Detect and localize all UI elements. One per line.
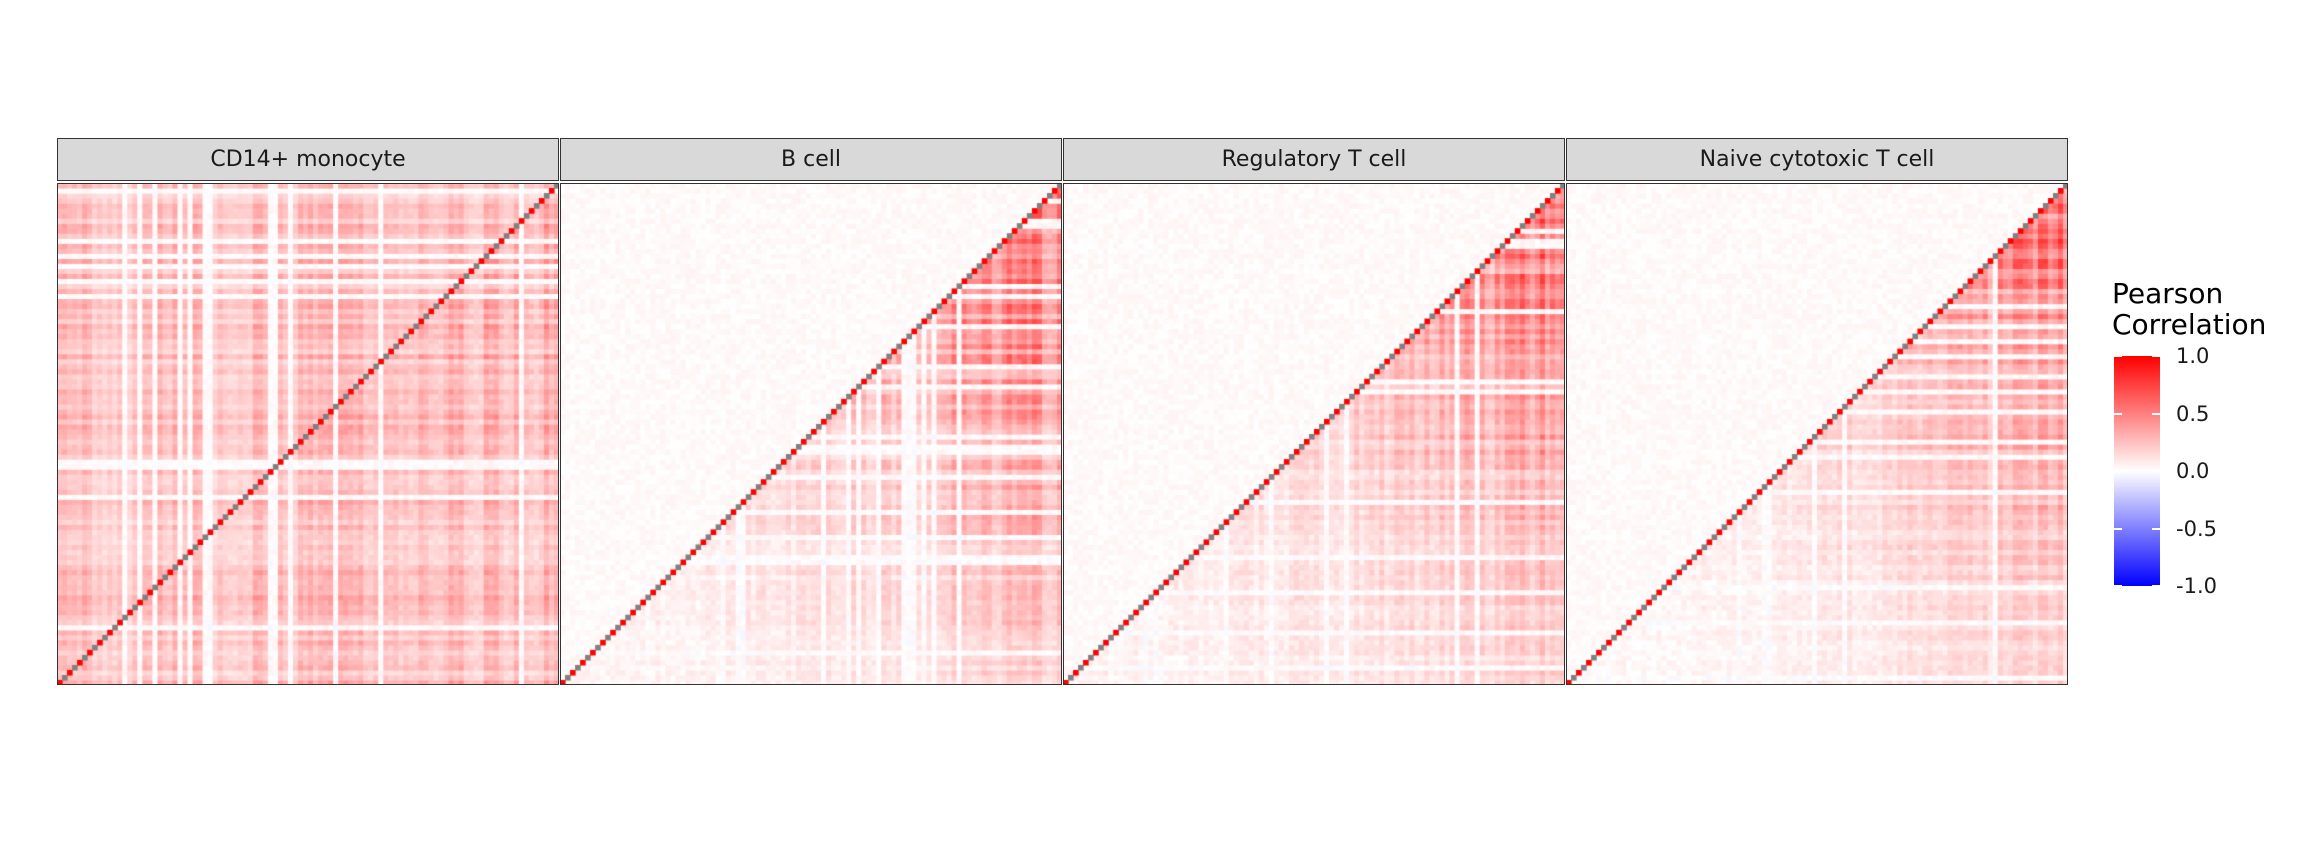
legend-tick-label: 0.5 [2176,401,2210,426]
legend-tick-label: 1.0 [2176,344,2210,368]
legend-tick-mark [2114,412,2122,415]
heatmap-panel-2 [560,183,1062,685]
legend-tick-label: 0.0 [2176,459,2210,483]
heatmap-panel-3 [1063,183,1565,685]
legend-title: Pearson Correlation [2112,277,2267,341]
legend-tick-label: -0.5 [2176,516,2217,541]
legend: Pearson Correlation 1.0 0.5 0.0 -0.5 -1.0 [2112,277,2267,598]
legend-tick-mark [2114,470,2122,472]
facet-strip-3: Regulatory T cell [1063,138,1565,181]
legend-tick-mark [2152,470,2160,472]
legend-tick-mark [2152,412,2160,415]
legend-tick-mark [2152,355,2160,357]
legend-tick-mark [2152,527,2160,530]
legend-tick-mark [2114,355,2122,357]
legend-tick-label: -1.0 [2176,574,2217,598]
legend-tick-mark [2114,585,2122,587]
legend-tick-mark [2114,527,2122,530]
facet-strip-1: CD14+ monocyte [57,138,559,181]
legend-tick-mark [2152,585,2160,587]
facet-strip-4: Naive cytotoxic T cell [1566,138,2068,181]
heatmap-panel-1 [57,183,559,685]
heatmap-panel-4 [1566,183,2068,685]
facet-strip-2: B cell [560,138,1062,181]
